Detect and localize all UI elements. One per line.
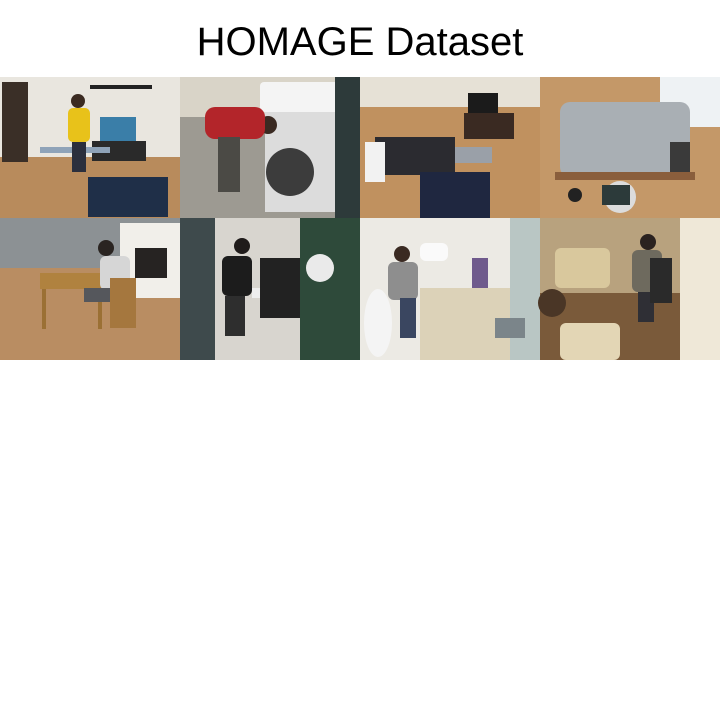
counter-items	[260, 258, 300, 318]
sofa	[555, 248, 610, 288]
tv	[468, 93, 498, 113]
photo-living-room-ironing	[0, 77, 180, 218]
blanket	[560, 102, 690, 177]
tv	[100, 117, 136, 141]
person-head	[71, 94, 85, 108]
person-legs	[72, 142, 86, 172]
armchair	[560, 323, 620, 360]
photo-lounge	[538, 218, 720, 360]
person-shirt	[205, 107, 265, 139]
table-leg	[98, 289, 102, 329]
laptop	[602, 185, 630, 205]
bowls	[306, 254, 334, 282]
person-head	[98, 240, 114, 256]
chair	[110, 278, 136, 328]
towel	[472, 258, 488, 288]
sofa	[375, 137, 455, 175]
washer-door	[266, 148, 314, 196]
rug	[452, 147, 492, 163]
armchair	[420, 172, 490, 218]
person-head	[394, 246, 410, 262]
shoes	[568, 188, 582, 202]
lamp-table	[365, 142, 385, 182]
side-table	[538, 289, 566, 317]
window-light	[680, 218, 720, 360]
cabinet	[335, 77, 360, 218]
wall	[360, 77, 540, 107]
photo-kitchen	[180, 218, 360, 360]
tv-stand	[92, 141, 146, 161]
scale	[495, 318, 525, 338]
fireplace-opening	[135, 248, 167, 278]
table-leg	[42, 289, 46, 329]
person-head	[234, 238, 250, 254]
shelf	[90, 85, 152, 89]
photo-bathroom	[360, 218, 540, 360]
photo-bedroom	[540, 77, 720, 218]
bathtub	[364, 289, 392, 357]
basket	[260, 82, 340, 112]
doorway	[2, 82, 28, 162]
person-legs	[225, 296, 245, 336]
photo-grid	[0, 77, 720, 360]
sink	[420, 243, 448, 261]
person-legs	[400, 298, 416, 338]
person-legs	[218, 137, 240, 192]
photo-laundry	[180, 77, 360, 218]
person-shirt	[388, 262, 418, 300]
person-shirt	[68, 108, 90, 142]
person-shirt	[222, 256, 252, 296]
table	[40, 273, 105, 289]
stove	[180, 218, 215, 360]
person-legs	[84, 288, 114, 302]
person-head	[670, 142, 690, 177]
chair	[88, 177, 168, 217]
photo-dining	[0, 218, 180, 360]
tv-stand	[464, 113, 514, 139]
bed-frame	[555, 172, 695, 180]
shower-glass	[510, 218, 540, 360]
photo-living-room	[360, 77, 540, 218]
person-head	[640, 234, 656, 250]
drying-rack	[650, 258, 672, 303]
title: HOMAGE Dataset	[196, 20, 524, 64]
cabinet	[300, 218, 360, 360]
